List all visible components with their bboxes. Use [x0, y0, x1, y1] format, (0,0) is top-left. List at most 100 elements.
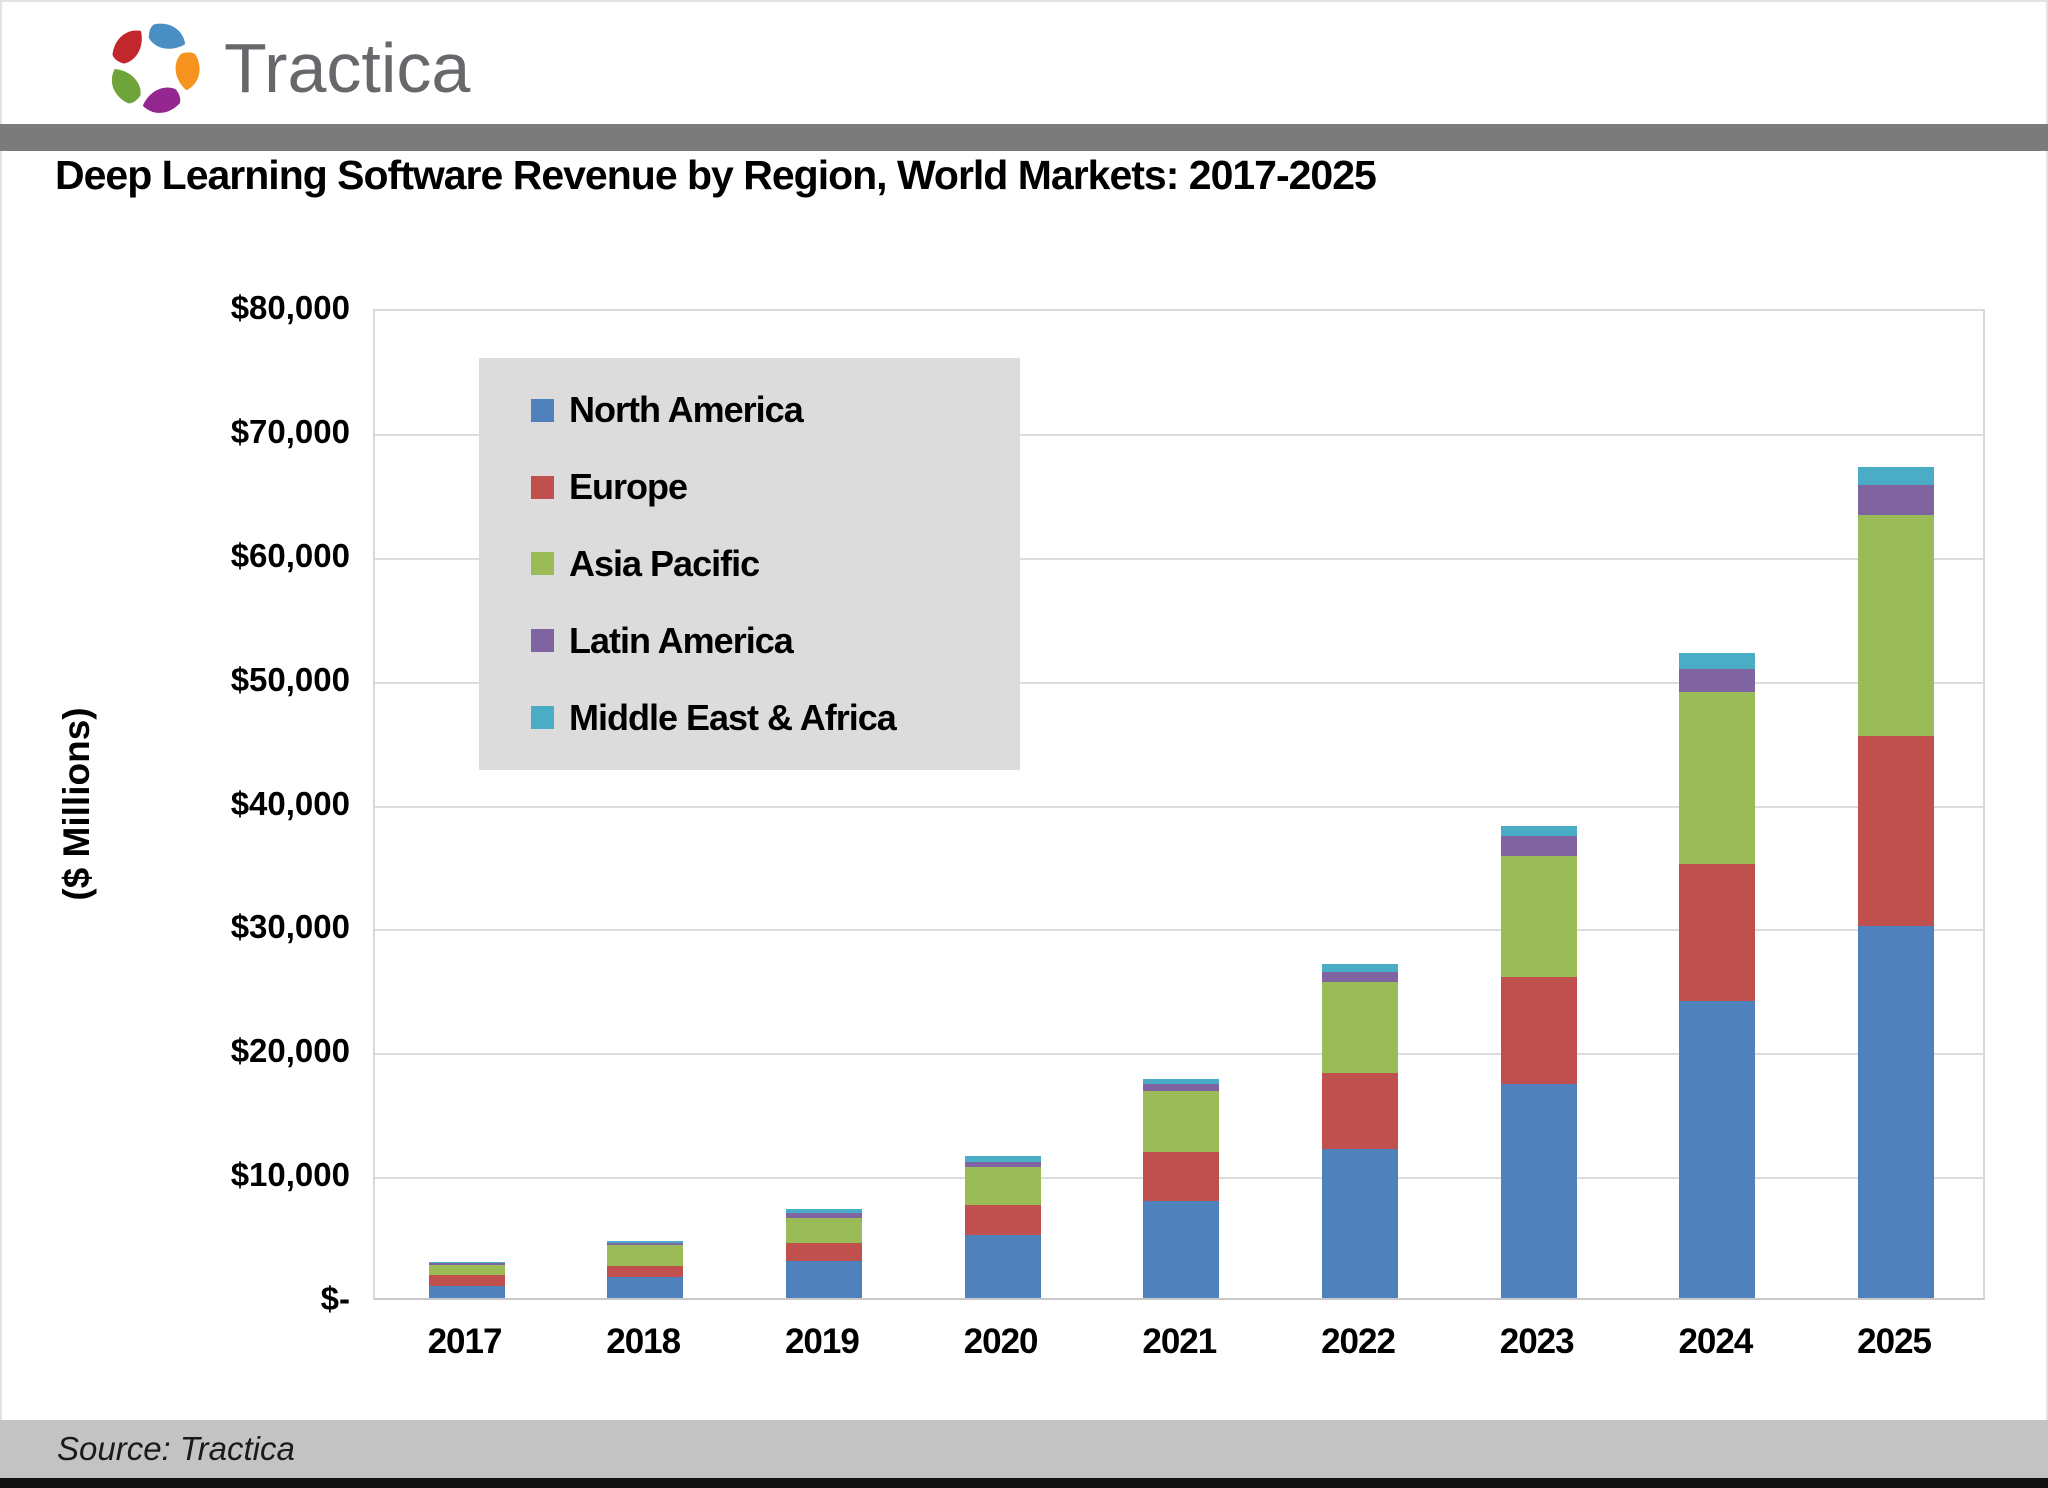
gridline: [375, 1053, 1983, 1056]
y-tick-label: $40,000: [230, 784, 350, 822]
bar-segment-europe: [1143, 1151, 1220, 1202]
bar-segment-north-america: [607, 1276, 684, 1298]
bar-segment-north-america: [785, 1260, 862, 1298]
gridline: [375, 805, 1983, 808]
bar-segment-asia-pacific: [1322, 982, 1398, 1073]
bar-segment-latin-america: [785, 1212, 862, 1218]
bar-segment-latin-america: [1679, 669, 1756, 693]
gridline: [375, 433, 1983, 436]
brand-name: Tractica: [224, 29, 471, 107]
bar-segment-latin-america: [1322, 972, 1398, 983]
bar-segment-middle-east-africa: [607, 1241, 684, 1243]
bar-segment-asia-pacific: [607, 1245, 684, 1266]
bar-segment-middle-east-africa: [785, 1208, 862, 1213]
bar-segment-asia-pacific: [785, 1217, 862, 1243]
x-tick-label-2023: 2023: [1499, 1322, 1575, 1361]
bar-2020: [964, 1155, 1041, 1298]
bar-segment-europe: [607, 1265, 684, 1277]
bar-segment-north-america: [1679, 1000, 1756, 1298]
bar-segment-europe: [1679, 864, 1756, 1001]
bar-2017: [428, 1261, 505, 1298]
legend-swatch-icon: [531, 629, 554, 653]
y-tick-label: $60,000: [230, 536, 350, 574]
bar-segment-asia-pacific: [1143, 1091, 1220, 1152]
y-tick-label: $20,000: [230, 1032, 350, 1070]
bar-segment-asia-pacific: [964, 1166, 1041, 1206]
bar-segment-north-america: [428, 1286, 505, 1298]
bar-segment-latin-america: [1500, 835, 1577, 856]
bar-segment-north-america: [1322, 1149, 1398, 1298]
bar-segment-north-america: [1143, 1201, 1220, 1298]
legend-label: Latin America: [569, 619, 794, 661]
bar-segment-asia-pacific: [428, 1264, 505, 1276]
legend-item: Asia Pacific: [531, 543, 1020, 585]
bar-2021: [1143, 1078, 1220, 1298]
x-tick-label-2017: 2017: [427, 1322, 503, 1361]
legend-label: Middle East & Africa: [569, 696, 897, 738]
legend: North America Europe Asia Pacific Latin Ame…: [479, 358, 1020, 770]
bar-segment-north-america: [1858, 926, 1935, 1298]
bar-segment-middle-east-africa: [964, 1155, 1041, 1162]
legend-swatch-icon: [531, 475, 554, 499]
bar-segment-europe: [428, 1275, 505, 1287]
bar-2023: [1500, 826, 1577, 1298]
y-tick-label: $10,000: [230, 1156, 350, 1194]
page-title: Deep Learning Software Revenue by Region…: [55, 152, 1377, 198]
bar-segment-middle-east-africa: [1143, 1078, 1220, 1085]
bar-2024: [1679, 652, 1756, 1298]
bar-segment-middle-east-africa: [1679, 652, 1756, 670]
bar-segment-latin-america: [1143, 1084, 1220, 1092]
footer-source-bar: Source: Tractica: [0, 1420, 2048, 1478]
bar-segment-middle-east-africa: [1500, 826, 1577, 836]
bar-segment-latin-america: [1858, 485, 1935, 516]
bottom-strip: [0, 1478, 2048, 1488]
legend-swatch-icon: [531, 398, 554, 422]
bar-2019: [785, 1208, 862, 1298]
x-tick-label-2022: 2022: [1321, 1322, 1396, 1361]
bar-segment-latin-america: [964, 1161, 1041, 1167]
source-text: Source: Tractica: [57, 1430, 295, 1467]
legend-label: Europe: [569, 466, 688, 508]
header-divider-band: [0, 124, 2048, 151]
bar-segment-asia-pacific: [1858, 515, 1935, 736]
gridline: [375, 681, 1983, 684]
brand-header: Tractica: [102, 16, 470, 120]
bar-segment-latin-america: [607, 1242, 684, 1246]
bar-segment-latin-america: [428, 1262, 505, 1265]
bar-segment-europe: [964, 1205, 1041, 1235]
legend-item: Latin America: [531, 620, 1020, 662]
bar-2018: [607, 1241, 684, 1298]
legend-item: North America: [531, 389, 1020, 431]
bar-segment-north-america: [1500, 1083, 1577, 1298]
bar-segment-europe: [1858, 735, 1935, 927]
gridline: [375, 557, 1983, 560]
x-tick-label-2025: 2025: [1857, 1322, 1932, 1361]
bar-segment-north-america: [964, 1234, 1041, 1298]
y-tick-label: $-: [320, 1280, 350, 1317]
x-tick-label-2021: 2021: [1142, 1322, 1217, 1361]
x-tick-label-2019: 2019: [784, 1322, 860, 1361]
legend-label: Asia Pacific: [569, 542, 760, 584]
y-tick-label: $70,000: [230, 412, 350, 450]
bar-2022: [1322, 964, 1398, 1298]
y-tick-label: $30,000: [230, 908, 350, 946]
legend-label: North America: [569, 389, 804, 431]
legend-swatch-icon: [531, 552, 554, 576]
bar-segment-asia-pacific: [1500, 855, 1577, 978]
bar-segment-europe: [785, 1242, 862, 1261]
bar-segment-europe: [1322, 1072, 1398, 1150]
bar-segment-middle-east-africa: [1858, 466, 1935, 486]
bar-segment-middle-east-africa: [428, 1261, 505, 1263]
y-tick-label: $80,000: [230, 289, 350, 326]
legend-item: Middle East & Africa: [531, 697, 1020, 739]
bar-segment-asia-pacific: [1679, 692, 1756, 865]
bar-segment-middle-east-africa: [1322, 964, 1398, 973]
gridline: [375, 929, 1983, 932]
x-tick-label-2020: 2020: [963, 1322, 1039, 1361]
tractica-aperture-icon: [111, 23, 200, 113]
x-tick-label-2018: 2018: [606, 1322, 681, 1361]
plot-area: [373, 309, 1985, 1300]
bar-2025: [1858, 466, 1935, 1298]
legend-item: Europe: [531, 466, 1020, 508]
